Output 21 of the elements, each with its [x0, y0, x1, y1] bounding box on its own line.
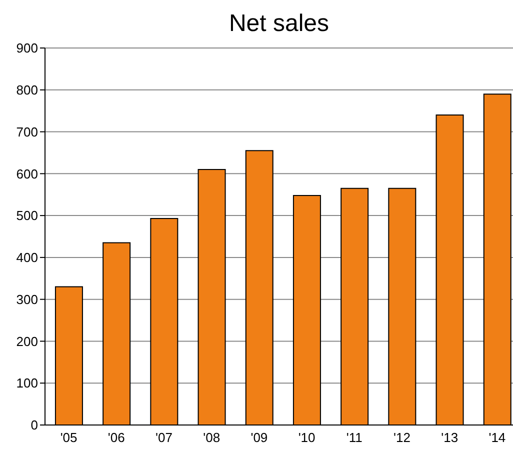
y-tick-label: 400 [16, 250, 38, 266]
y-tick-label: 800 [16, 82, 38, 98]
x-tick-label: '08 [203, 430, 220, 446]
x-tick-label: '13 [441, 430, 458, 446]
y-tick-label: 200 [16, 334, 38, 349]
x-tick-label: '06 [108, 430, 125, 446]
x-tick-label: '09 [250, 430, 268, 446]
y-tick-label: 500 [16, 208, 38, 224]
x-tick-label: '14 [488, 430, 506, 446]
x-tick-label: '12 [394, 430, 410, 446]
y-tick-label: 900 [16, 40, 38, 56]
y-tick-label: 600 [16, 166, 38, 182]
x-tick-label: '07 [156, 430, 172, 446]
x-tick-label: '11 [346, 430, 362, 446]
y-tick-label: 100 [16, 376, 38, 391]
x-tick-label: '05 [60, 430, 78, 446]
x-tick-label: '10 [298, 430, 316, 446]
y-tick-label: 700 [16, 124, 38, 140]
y-tick-label: 0 [30, 418, 38, 433]
y-tick-label: 300 [16, 292, 38, 307]
chart-title: Net sales [228, 10, 330, 38]
